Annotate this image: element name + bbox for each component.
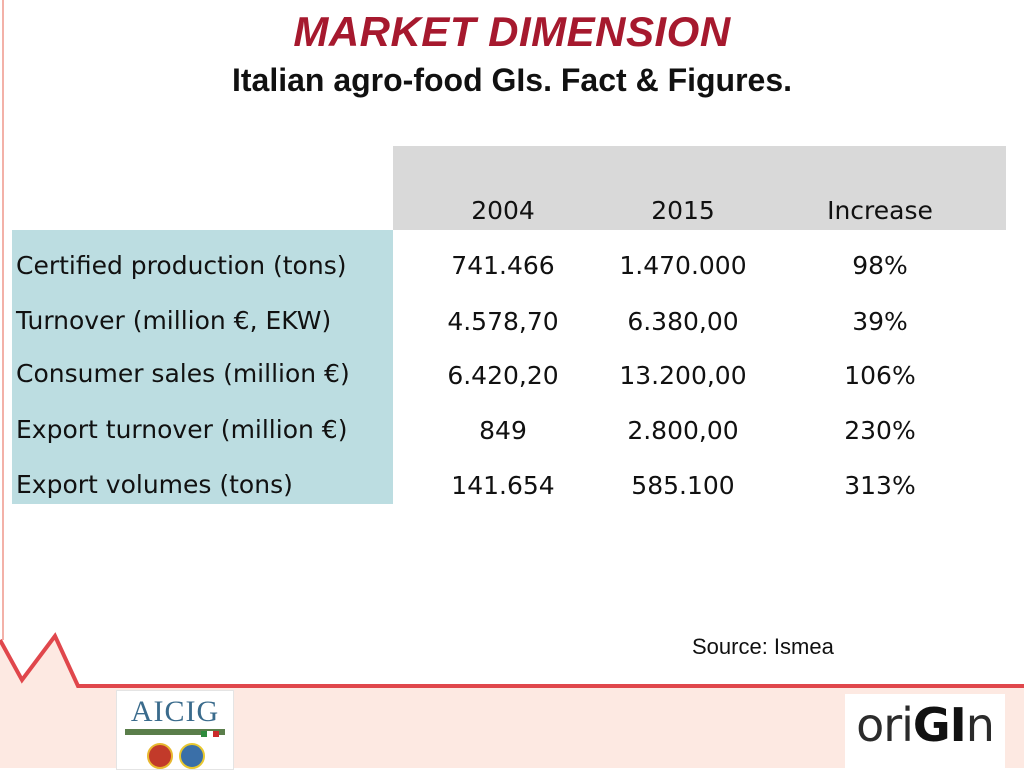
source-note: Source: Ismea (692, 634, 834, 659)
igp-seal-icon (179, 743, 205, 769)
footer-band (0, 636, 1024, 768)
footer-zigzag-line (0, 632, 1024, 688)
table-cell: 585.100 (631, 471, 735, 500)
table-header-band (393, 146, 1006, 230)
flag-white-stripe (207, 731, 213, 737)
table-cell: 141.654 (451, 471, 555, 500)
row-label-export-turnover: Export turnover (million €) (16, 415, 348, 444)
row-label-export-volumes: Export volumes (tons) (16, 470, 293, 499)
table-cell: 230% (844, 416, 916, 445)
table-cell: 13.200,00 (619, 361, 747, 390)
table-cell: 741.466 (451, 251, 555, 280)
slide-subtitle: Italian agro-food GIs. Fact & Figures. (231, 62, 793, 98)
column-header-2015: 2015 (651, 196, 715, 225)
origin-logo-prefix: ori (856, 698, 914, 752)
aicig-logo-text: AICIG (130, 695, 220, 728)
origin-logo: oriGIn (845, 694, 1005, 768)
table-cell: 98% (852, 251, 908, 280)
aicig-logo: AICIG (116, 690, 234, 770)
row-label-turnover: Turnover (million €, EKW) (16, 306, 332, 335)
row-label-consumer-sales: Consumer sales (million €) (16, 359, 350, 388)
dop-seal-icon (147, 743, 173, 769)
flag-green-stripe (201, 731, 207, 737)
slide-title: MARKET DIMENSION (293, 8, 731, 55)
table-cell: 39% (852, 307, 908, 336)
row-label-certified-production: Certified production (tons) (16, 251, 347, 280)
column-header-increase: Increase (827, 196, 933, 225)
table-cell: 1.470.000 (619, 251, 747, 280)
table-cell: 4.578,70 (447, 307, 559, 336)
table-cell: 106% (844, 361, 916, 390)
column-header-2004: 2004 (471, 196, 535, 225)
origin-logo-highlight: GI (912, 698, 967, 752)
aicig-logo-bar (125, 729, 225, 735)
table-cell: 6.420,20 (447, 361, 559, 390)
table-label-band (12, 230, 393, 504)
table-cell: 849 (479, 416, 527, 445)
flag-red-stripe (213, 731, 219, 737)
origin-logo-text: oriGIn (845, 698, 1005, 752)
table-cell: 2.800,00 (627, 416, 739, 445)
origin-logo-suffix: n (965, 698, 995, 752)
table-cell: 313% (844, 471, 916, 500)
table-cell: 6.380,00 (627, 307, 739, 336)
